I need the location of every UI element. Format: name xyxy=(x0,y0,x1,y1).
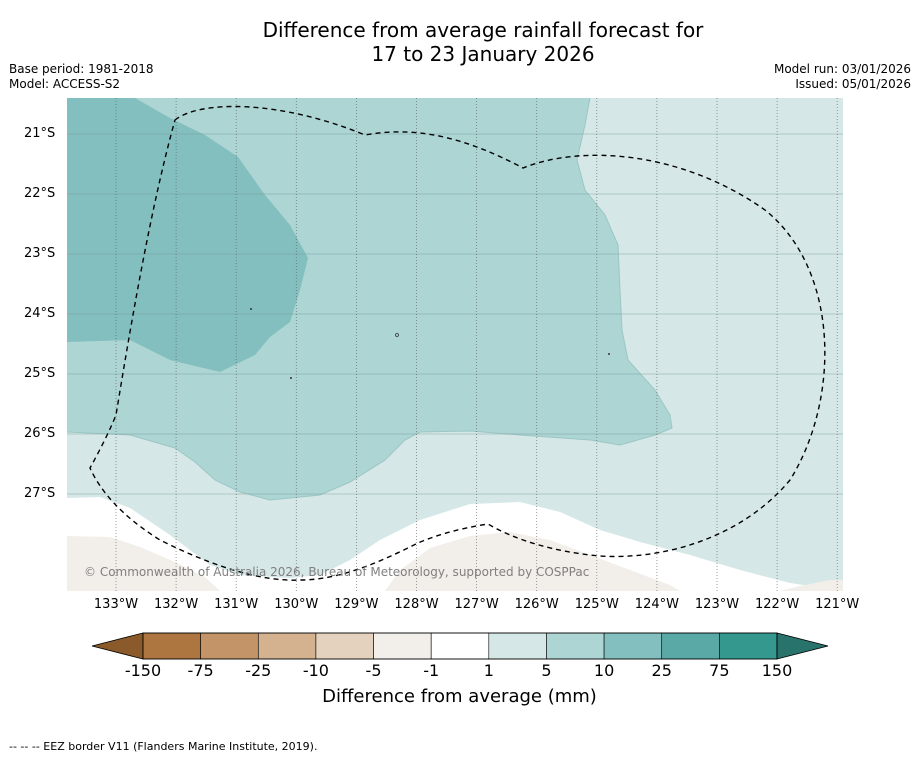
eez-border xyxy=(89,105,826,581)
longitude-label: 123°W xyxy=(694,597,740,612)
latitude-label: 21°S xyxy=(24,126,56,141)
colorbar-tick-label: 10 xyxy=(593,661,615,680)
island-marker xyxy=(608,353,610,355)
map-title: Difference from average rainfall forecas… xyxy=(0,18,919,66)
longitude-label: 124°W xyxy=(634,597,679,612)
latitude-label: 24°S xyxy=(24,306,56,321)
longitude-label: 126°W xyxy=(514,597,559,612)
title-line-1: Difference from average rainfall forecas… xyxy=(262,18,704,42)
island-marker xyxy=(395,333,399,337)
region-10-to-25 xyxy=(67,98,308,372)
colorbar-segment xyxy=(200,632,259,660)
colorbar-tick-label: 75 xyxy=(709,661,730,680)
colorbar-segments xyxy=(142,632,778,660)
colorbar-tick-label: -1 xyxy=(423,661,440,680)
colorbar-tick-label: 150 xyxy=(761,661,793,680)
colorbar-tick-label: 25 xyxy=(651,661,672,680)
region-neg5-to-neg1-east xyxy=(780,580,843,591)
colorbar-segment xyxy=(603,632,663,660)
contour-line xyxy=(67,98,673,501)
colorbar-extend-high xyxy=(776,632,829,660)
colorbar-tick-label: 5 xyxy=(541,661,552,680)
island-marker xyxy=(290,377,292,379)
colorbar-segment xyxy=(488,632,547,660)
latitude-label: 25°S xyxy=(24,366,56,381)
base-period-text: Base period: 1981-2018 xyxy=(9,62,154,76)
colorbar-segment xyxy=(142,632,201,660)
latitude-label: 22°S xyxy=(24,186,56,201)
colorbar-segment xyxy=(546,632,605,660)
colorbar-tick-label: -5 xyxy=(365,661,382,680)
metadata-right: Model run: 03/01/2026 Issued: 05/01/2026 xyxy=(774,62,911,92)
colorbar-tick-label: -10 xyxy=(302,661,329,680)
region-neg5-to-neg1-central xyxy=(385,532,680,591)
metadata-left: Base period: 1981-2018 Model: ACCESS-S2 xyxy=(9,62,154,92)
longitude-label: 127°W xyxy=(454,597,499,612)
latitude-label: 26°S xyxy=(24,426,56,441)
colorbar-tick-label: -25 xyxy=(245,661,272,680)
longitude-label: 128°W xyxy=(394,597,439,612)
colorbar-tick-label: -150 xyxy=(124,661,162,680)
latitude-gridlines xyxy=(67,133,843,495)
longitude-label: 131°W xyxy=(214,597,259,612)
model-run-text: Model run: 03/01/2026 xyxy=(773,62,911,76)
colorbar-segment xyxy=(661,632,720,660)
colorbar-label: Difference from average (mm) xyxy=(322,686,597,707)
longitude-label: 130°W xyxy=(274,597,319,612)
island-marker xyxy=(250,308,252,310)
colorbar-tick-label: -75 xyxy=(187,661,214,680)
eez-legend-note: -- -- -- EEZ border V11 (Flanders Marine… xyxy=(9,740,318,753)
colorbar-segment xyxy=(315,632,374,660)
longitude-label: 129°W xyxy=(334,597,379,612)
colorbar-segment xyxy=(430,632,490,660)
map-area xyxy=(67,98,843,591)
colorbar-segment xyxy=(719,632,778,660)
latitude-label: 23°S xyxy=(24,246,56,261)
colorbar-extend-low xyxy=(91,632,144,660)
region-neg5-to-neg1-west xyxy=(67,536,220,591)
longitude-label: 121°W xyxy=(815,597,860,612)
title-line-2: 17 to 23 January 2026 xyxy=(371,42,595,66)
colorbar-tick-label: 1 xyxy=(483,661,494,680)
longitude-label: 125°W xyxy=(574,597,619,612)
colorbar-frame xyxy=(142,632,778,660)
latitude-label: 27°S xyxy=(24,486,56,501)
issued-text: Issued: 05/01/2026 xyxy=(795,77,911,91)
colorbar xyxy=(91,632,829,660)
longitude-label: 133°W xyxy=(93,597,139,612)
copyright-notice: © Commonwealth of Australia 2026, Bureau… xyxy=(84,565,590,579)
model-text: Model: ACCESS-S2 xyxy=(9,77,121,91)
longitude-label: 132°W xyxy=(154,597,199,612)
colorbar-segment xyxy=(373,632,432,660)
colorbar-segment xyxy=(257,632,317,660)
longitude-label: 122°W xyxy=(755,597,800,612)
longitude-gridlines xyxy=(115,98,838,591)
